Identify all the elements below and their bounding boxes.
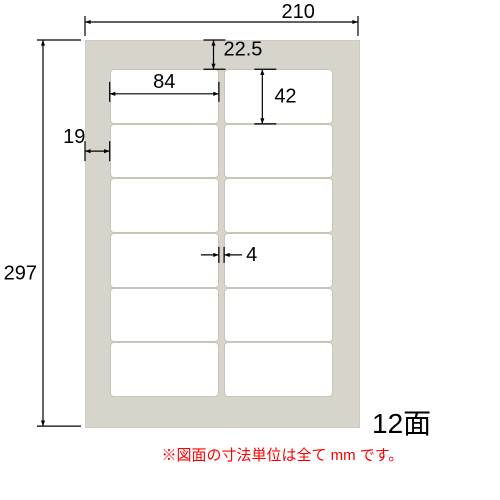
label-cell bbox=[224, 288, 333, 343]
diagram-stage: 21029722.58442194 12面 ※図面の寸法単位は全て mm です。 bbox=[0, 0, 500, 500]
label-cell bbox=[110, 69, 219, 124]
label-cell bbox=[110, 342, 219, 397]
label-cell bbox=[224, 178, 333, 233]
unit-footnote: ※図面の寸法単位は全て mm です。 bbox=[161, 444, 403, 465]
svg-text:297: 297 bbox=[4, 262, 37, 284]
label-cell bbox=[224, 342, 333, 397]
face-count: 12面 bbox=[372, 402, 431, 442]
label-cell bbox=[224, 69, 333, 124]
label-cell bbox=[110, 233, 219, 288]
label-cell bbox=[110, 124, 219, 179]
label-cell bbox=[224, 124, 333, 179]
svg-text:19: 19 bbox=[63, 126, 85, 148]
label-cell bbox=[224, 233, 333, 288]
svg-text:210: 210 bbox=[282, 1, 315, 23]
label-cell bbox=[110, 178, 219, 233]
label-cell bbox=[110, 288, 219, 343]
